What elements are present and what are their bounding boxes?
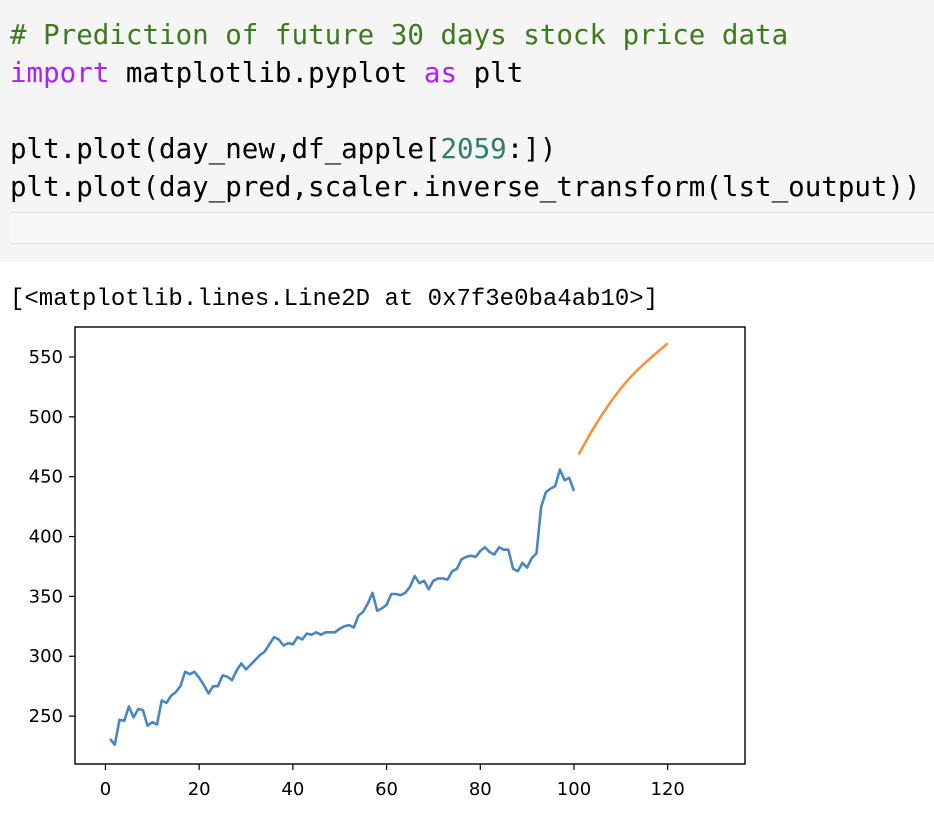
code-line: # Prediction of future 30 days stock pri…	[10, 16, 921, 54]
code-token: matplotlib.pyplot	[109, 57, 424, 89]
x-tick-label: 100	[557, 779, 591, 800]
y-tick-label: 300	[29, 646, 63, 667]
code-token: :])	[506, 133, 557, 165]
code-input-cell[interactable]: # Prediction of future 30 days stock pri…	[0, 0, 934, 262]
code-empty-line[interactable]	[10, 212, 934, 244]
code-token: as	[423, 57, 458, 89]
x-tick-label: 80	[469, 779, 492, 800]
code-line: plt.plot(day_new,df_apple[2059:])	[10, 130, 921, 168]
x-tick-label: 120	[651, 779, 685, 800]
y-tick-label: 550	[29, 347, 63, 368]
code-token: plt.plot(day_pred,scaler.inverse_transfo…	[10, 171, 921, 203]
x-tick-label: 0	[100, 779, 111, 800]
axis-ticks: 0 20 40 60 80 100 120 250 300 350 400 450 500 550	[29, 347, 685, 800]
code-token: # Prediction of future 30 days stock pri…	[10, 19, 789, 51]
code-token: 2059	[440, 133, 507, 165]
plot-marks	[109, 342, 669, 747]
code-token: import	[10, 57, 110, 89]
y-tick-label: 450	[29, 467, 63, 488]
series-line-history	[109, 468, 576, 747]
cell-output-text: [<matplotlib.lines.Line2D at 0x7f3e0ba4a…	[10, 286, 659, 313]
series-line-prediction	[577, 342, 669, 456]
code-line: import matplotlib.pyplot as plt	[10, 54, 921, 92]
plot-frame	[74, 326, 746, 765]
code-token: plt	[457, 57, 524, 89]
x-tick-label: 40	[281, 779, 304, 800]
y-tick-label: 350	[29, 586, 63, 607]
x-tick-label: 60	[375, 779, 398, 800]
y-tick-label: 500	[29, 407, 63, 428]
code-token: plt.plot(day_new,df_apple[	[10, 133, 441, 165]
y-tick-label: 250	[29, 706, 63, 727]
code-editor[interactable]: # Prediction of future 30 days stock pri…	[10, 16, 921, 206]
x-tick-label: 20	[188, 779, 211, 800]
code-line: plt.plot(day_pred,scaler.inverse_transfo…	[10, 168, 921, 206]
y-tick-label: 400	[29, 527, 63, 548]
